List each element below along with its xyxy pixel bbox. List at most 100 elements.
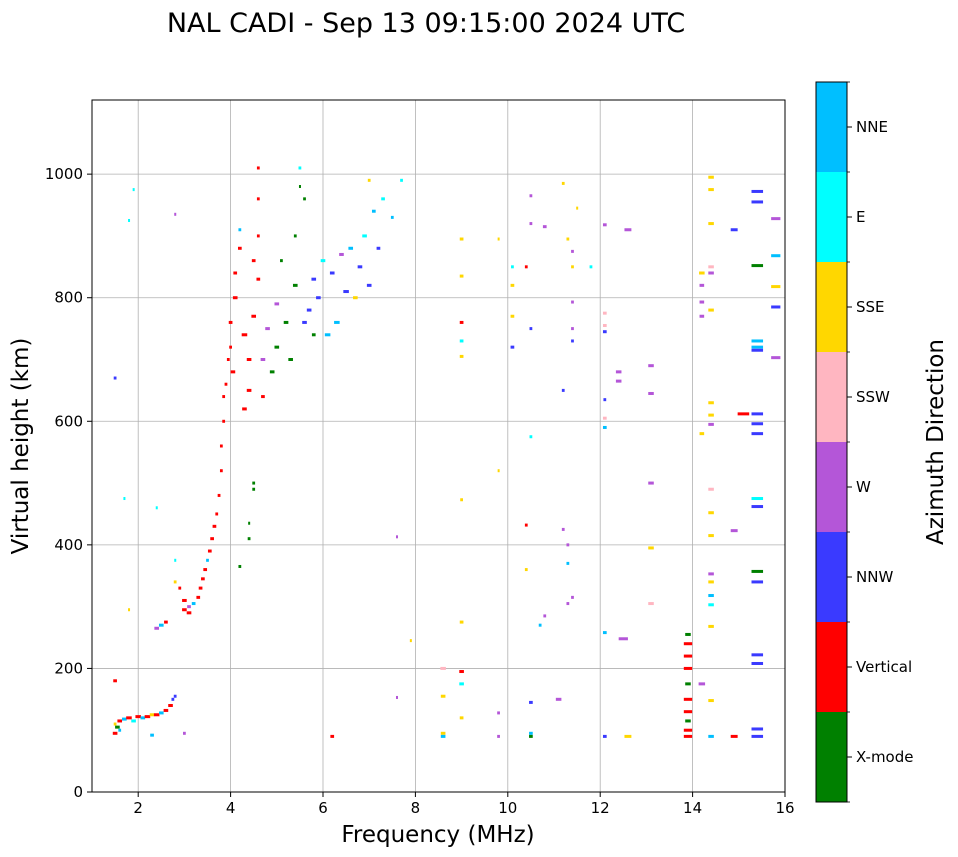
echo-point-sse [459,237,464,241]
echo-point-e [320,259,326,263]
x-tick-label: 12 [591,799,610,817]
echo-point-nnw [343,290,349,294]
echo-point-nne [708,594,714,598]
echo-point-nnw [751,189,764,193]
echo-point-sse [708,222,714,226]
echo-point-vertical [117,719,123,723]
echo-point-x-mode [248,521,251,525]
echo-point-x-mode [685,719,691,723]
colorbar-label-w: W [856,478,871,496]
echo-point-vertical [241,333,248,337]
echo-point-w [615,370,622,374]
echo-point-ssw [602,324,607,328]
echo-point-w [571,595,574,599]
echo-point-x-mode [529,734,533,738]
echo-point-nne [158,711,164,715]
echo-point-nne [206,558,209,562]
echo-point-e [298,166,302,170]
echo-point-nne [334,320,340,324]
echo-point-x-mode [311,333,316,337]
echo-point-e [589,265,593,269]
x-tick-label: 16 [775,799,794,817]
echo-point-x-mode [292,283,298,287]
echo-point-vertical [112,731,118,735]
x-tick-label: 2 [133,799,143,817]
echo-point-nne [140,716,146,720]
echo-point-x-mode [115,725,120,729]
colorbar-swatch-nne [816,82,847,172]
echo-point-vertical [459,670,464,674]
echo-point-e [751,497,764,501]
echo-point-vertical [256,234,260,238]
echo-point-sse [708,188,714,192]
echo-point-e [123,497,126,501]
echo-point-w [708,271,714,275]
echo-point-w [566,543,570,547]
echo-point-w [497,734,500,738]
echo-point-w [339,252,344,256]
echo-point-w [602,223,607,227]
echo-point-vertical [207,549,212,553]
echo-point-sse [708,413,714,417]
echo-point-nnw [751,661,764,665]
echo-point-vertical [201,577,205,581]
echo-point-ssw [602,311,607,315]
echo-point-e [132,188,135,192]
echo-point-x-mode [247,537,251,541]
echo-point-sse [708,308,714,312]
echo-point-nnw [751,734,764,738]
echo-point-vertical [113,679,117,683]
echo-point-w [497,711,500,715]
echo-point-sse [440,731,446,735]
echo-point-ssw [440,666,446,670]
echo-point-w [699,300,705,304]
colorbar-label-e: E [856,208,865,226]
echo-point-nne [751,339,764,343]
echo-point-e [400,178,403,182]
echo-point-sse [708,534,714,538]
colorbar-label-nne: NNE [856,118,888,136]
echo-point-vertical [182,598,187,602]
echo-point-sse [459,354,464,358]
echo-point-w [615,379,622,383]
echo-point-sse [699,271,705,275]
echo-point-w [571,249,574,253]
colorbar: X-mode Vertical NNW W SSW SSE E NNE [815,81,913,803]
echo-point-e [381,197,385,201]
echo-point-x-mode [685,682,691,686]
echo-point-nnw [730,228,738,232]
echo-point-sse [510,314,515,318]
echo-point-x-mode [293,234,297,238]
echo-point-vertical [203,568,208,572]
colorbar-label: Azimuth Direction [923,339,949,545]
echo-point-nnw [751,727,764,731]
echo-point-nnw [329,271,335,275]
echo-point-ssw [708,487,714,491]
echo-point-sse [510,283,515,287]
echo-point-w [648,391,654,395]
echo-point-vertical [246,388,252,392]
echo-point-vertical [242,407,247,411]
grid [92,100,786,793]
echo-point-nnw [510,345,515,349]
echo-point-vertical [237,246,242,250]
echo-point-x-mode [751,569,764,573]
colorbar-swatch-e [816,172,847,262]
echo-point-w [561,527,565,531]
echo-point-w [698,682,706,686]
echo-point-nnw [751,432,764,436]
echo-point-ssw [602,416,607,420]
echo-point-nne [602,425,607,429]
echo-point-sse [524,568,528,572]
echo-point-w [708,572,714,576]
echo-point-vertical [210,537,214,541]
echo-point-x-mode [288,358,293,361]
echo-point-sse [149,713,155,717]
colorbar-swatch-x-mode [816,712,847,802]
echo-point-sse [367,178,371,182]
colorbar-swatch-nnw [816,532,847,622]
echo-point-vertical [251,259,256,263]
colorbar-frame [815,81,848,803]
echo-point-vertical [459,320,464,324]
